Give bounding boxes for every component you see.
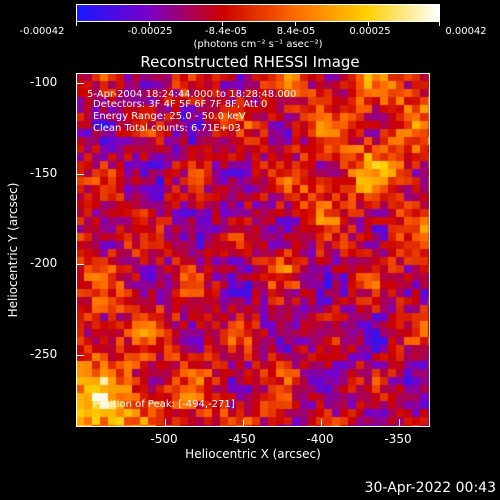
x-tick-label: -450 [228, 432, 256, 446]
plot-frame: 5-Apr-2004 18:24:44.000 to 18:28:48.000 … [76, 73, 430, 427]
y-axis-title: Heliocentric Y (arcsec) [6, 182, 20, 318]
x-tick [399, 419, 400, 426]
colorbar-tick [222, 22, 223, 26]
y-tick [77, 355, 84, 356]
annotation-energy-range: Energy Range: 25.0 - 50.0 keV [93, 111, 246, 122]
y-tick-label: -150 [30, 166, 58, 180]
y-tick-label: -200 [30, 256, 58, 270]
colorbar-tick [149, 22, 150, 26]
annotation-peak-position: Position of Peak: [-494,-271] [93, 399, 235, 410]
colorbar [76, 4, 440, 22]
y-tick [77, 83, 84, 84]
x-tick-label: -350 [384, 432, 412, 446]
colorbar-tick [295, 22, 296, 26]
colorbar-tick-label: -0.00025 [127, 26, 173, 37]
y-tick [77, 174, 84, 175]
annotation-time-range: 5-Apr-2004 18:24:44.000 to 18:28:48.000 [87, 89, 297, 100]
colorbar-tick-label: 0.00025 [349, 26, 391, 37]
colorbar-tick-label: 0.00042 [445, 26, 487, 37]
x-tick [165, 419, 166, 426]
colorbar-tick-label: -0.00042 [19, 26, 65, 37]
colorbar-tick-label: -8.4e-05 [205, 26, 247, 37]
y-tick-label: -100 [30, 75, 58, 89]
rhessi-image [76, 73, 430, 427]
colorbar-tick-label: 8.4e-05 [276, 26, 316, 37]
y-tick [77, 264, 84, 265]
x-tick-label: -500 [150, 432, 178, 446]
plot-title: Reconstructed RHESSI Image [140, 53, 360, 71]
x-tick [321, 419, 322, 426]
annotation-detectors: Detectors: 3F 4F 5F 6F 7F 8F, Att 0 [93, 99, 268, 110]
footer-date: 30-Apr-2022 00:43 [364, 480, 496, 496]
y-tick-label: -250 [30, 347, 58, 361]
x-tick-label: -400 [306, 432, 334, 446]
annotation-clean-counts: Clean Total counts: 6.71E+03 [93, 123, 241, 134]
colorbar-tick [368, 22, 369, 26]
colorbar-tick [76, 22, 77, 26]
x-axis-title: Heliocentric X (arcsec) [185, 447, 321, 461]
colorbar-units: (photons cm⁻² s⁻¹ asec⁻²) [193, 39, 323, 50]
x-tick [243, 419, 244, 426]
colorbar-tick [439, 22, 440, 26]
